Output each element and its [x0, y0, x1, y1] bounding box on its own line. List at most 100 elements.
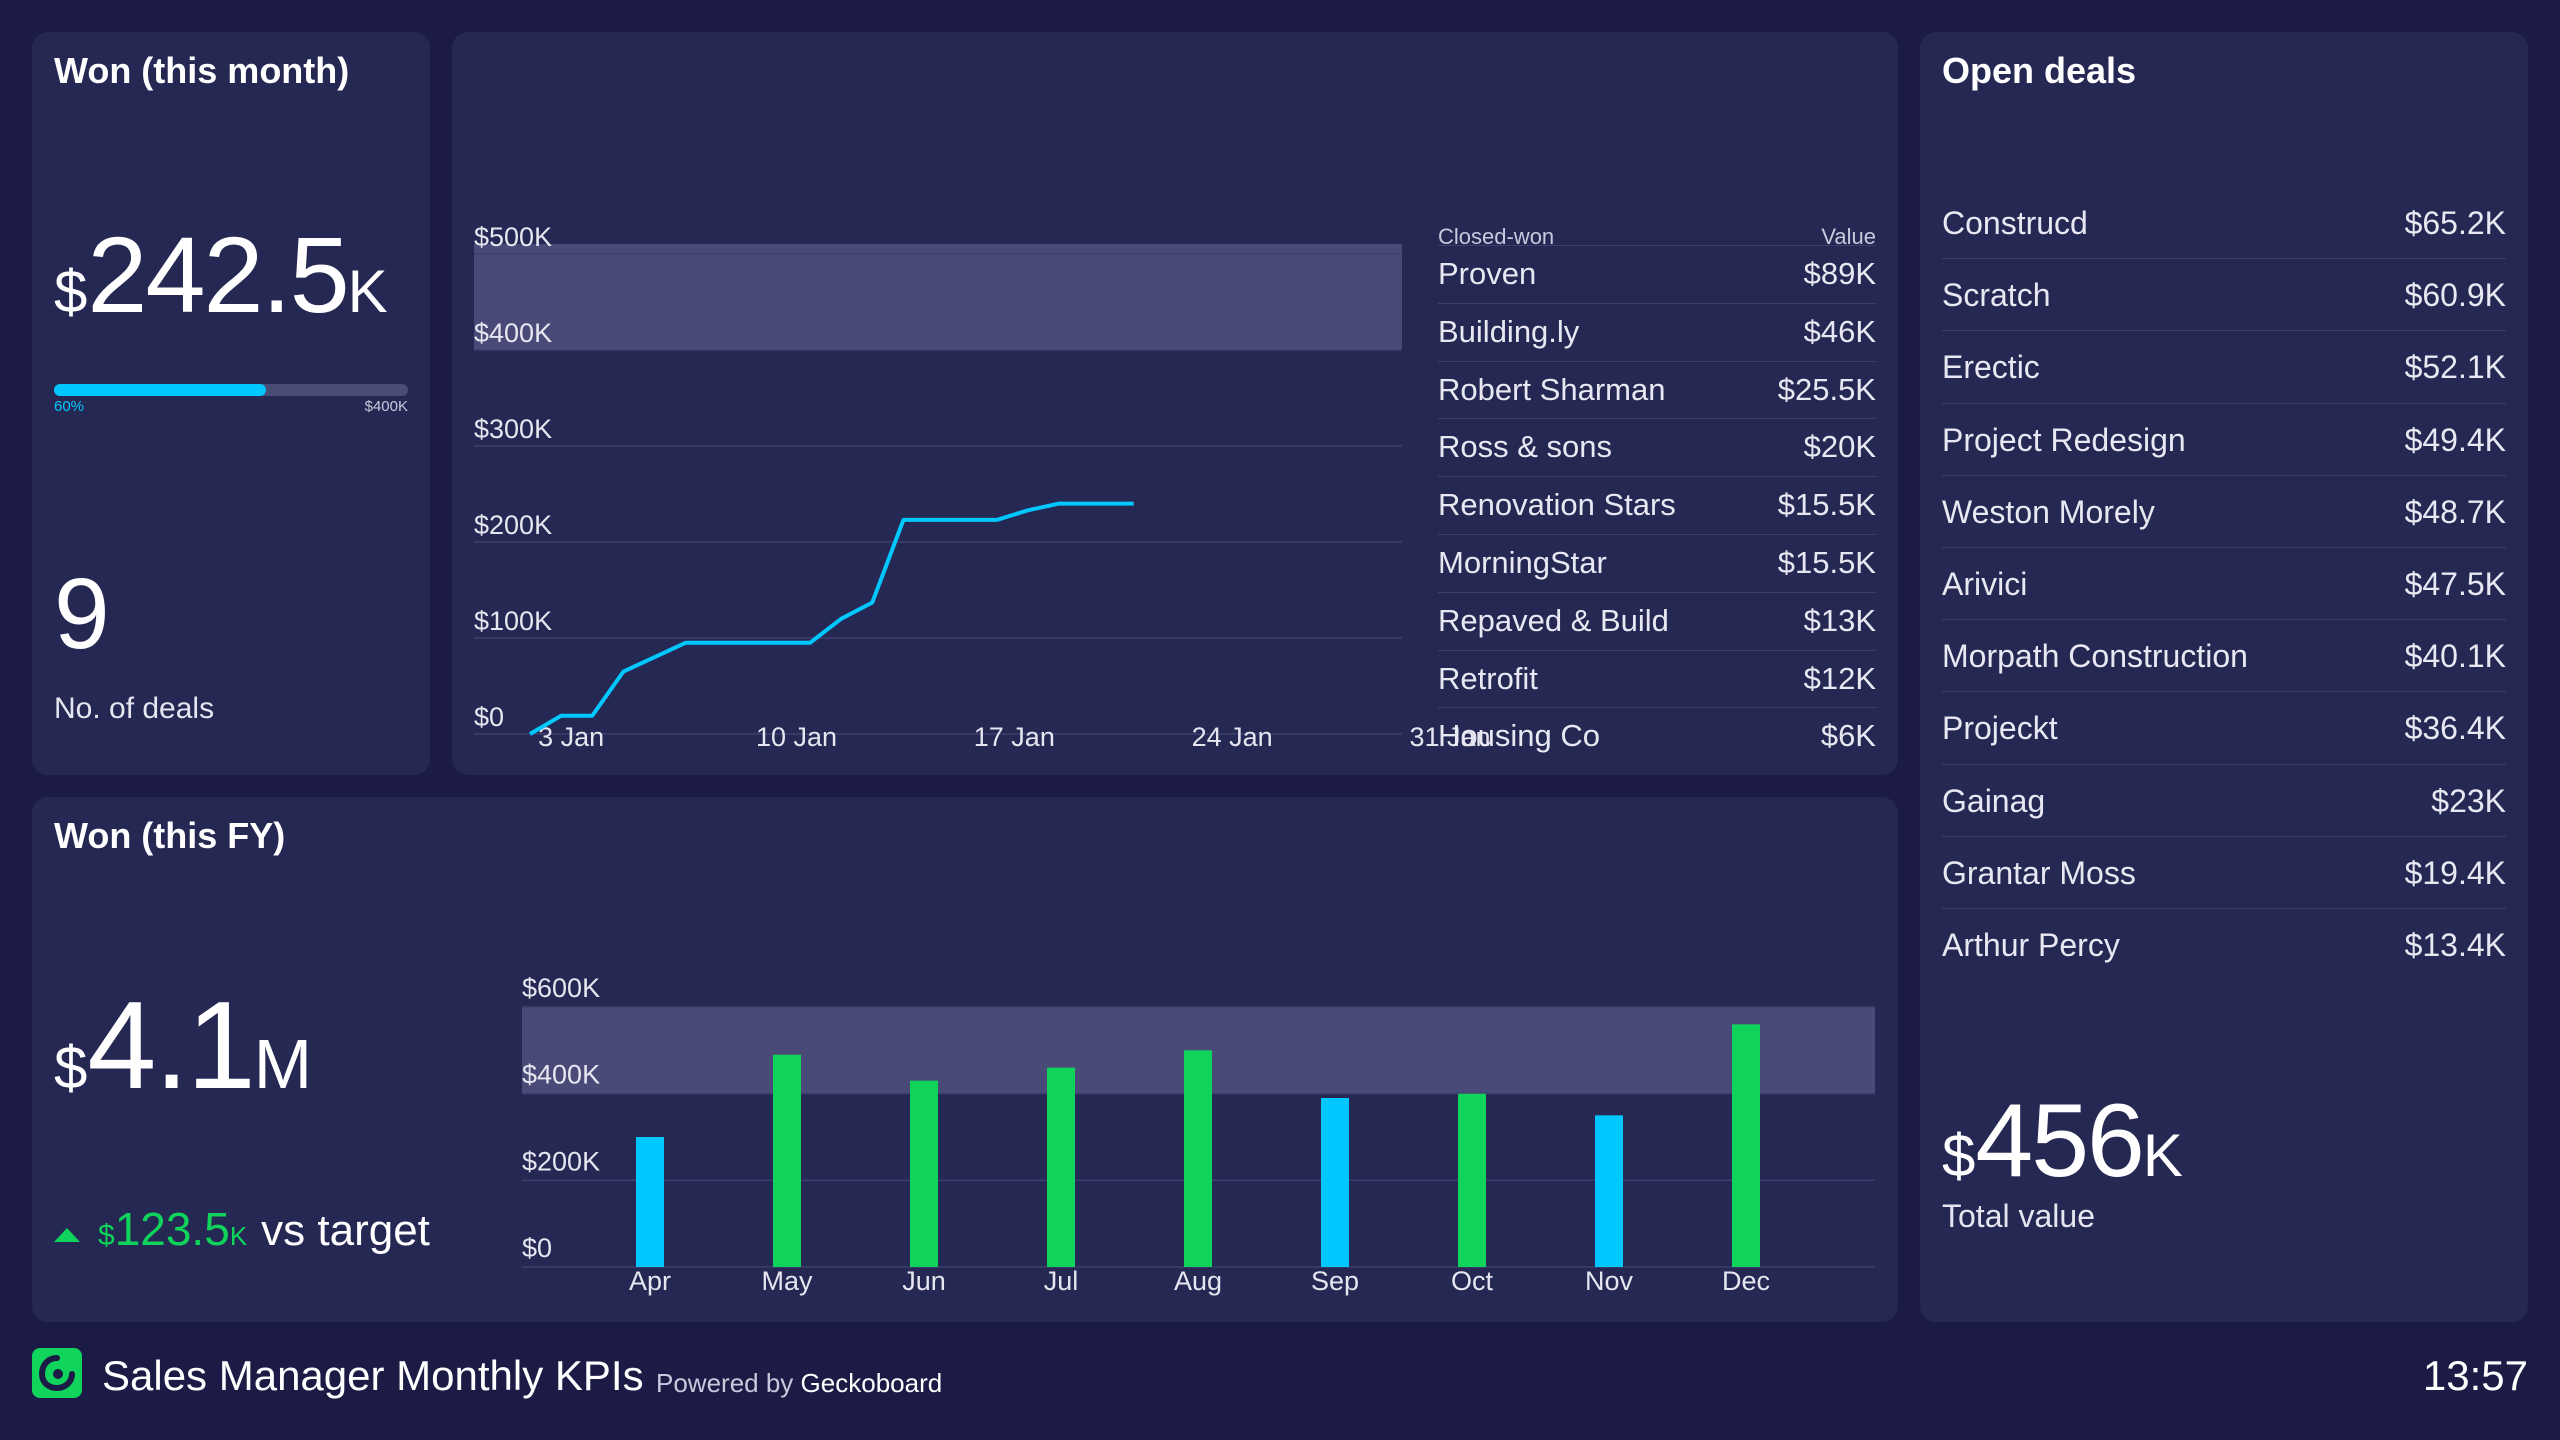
y-tick-label: $0 — [522, 1233, 552, 1263]
closed-won-line-chart: $500K $400K $300K $200K $100K $0 3 Jan 10 Jan 17… — [474, 222, 1491, 752]
open-deals-total: $456K — [1942, 1082, 2183, 1201]
clock: 13:57 — [2422, 1352, 2528, 1399]
bar-may — [773, 1054, 801, 1267]
x-tick-label: 17 Jan — [974, 722, 1055, 752]
open-deal-value: $60.9K — [2404, 277, 2506, 314]
open-deal-name: Projeckt — [1942, 710, 2058, 747]
won-fy-bar-chart: $600K $400K $200K $0 Apr May Jun Jul Aug Sep Oct No… — [522, 973, 1875, 1296]
open-deal-value: $23K — [2431, 782, 2506, 819]
closed-won-row: Repaved & Build $13K — [1438, 593, 1876, 651]
bar-jul — [1047, 1067, 1075, 1267]
vs-target: $123.5K vs target — [54, 1202, 430, 1256]
closed-won-row-name: Housing Co — [1438, 718, 1600, 754]
closed-won-row-name: Proven — [1438, 256, 1537, 291]
open-deal-row: Erectic $52.1K — [1942, 331, 2506, 404]
open-deals-total-number: 456 — [1975, 1083, 2145, 1199]
won-this-fy-panel: Won (this FY) $4.1M $123.5K vs target $60… — [32, 797, 1898, 1322]
closed-won-row-name: Retrofit — [1438, 660, 1538, 696]
open-deal-row: Weston Morely $48.7K — [1942, 476, 2506, 548]
open-deal-row: Construcd $65.2K — [1942, 187, 2506, 260]
won-fy-unit: M — [253, 1025, 313, 1103]
won-month-target-label: $400K — [364, 398, 408, 415]
powered-by-brand: Geckoboard — [800, 1368, 943, 1398]
open-deal-value: $52.1K — [2404, 349, 2506, 386]
dashboard-title: Sales Manager Monthly KPIs — [102, 1352, 644, 1399]
closed-won-header-name: Closed-won — [1438, 224, 1555, 249]
open-deal-name: Scratch — [1942, 277, 2051, 314]
closed-won-row-value: $6K — [1820, 718, 1876, 754]
y-tick-label: $0 — [474, 702, 504, 732]
open-deal-row: Grantar Moss $19.4K — [1942, 837, 2506, 909]
open-deal-name: Project Redesign — [1942, 421, 2186, 458]
closed-won-row-name: Repaved & Build — [1438, 602, 1669, 638]
closed-won-row: Proven $89K — [1438, 246, 1876, 304]
bar-dec — [1732, 1024, 1760, 1267]
won-fy-number: 4.1 — [87, 977, 255, 1115]
bar-jun — [910, 1080, 938, 1267]
closed-won-header-value: Value — [1821, 224, 1876, 249]
closed-won-row: Retrofit $12K — [1438, 651, 1876, 709]
geckoboard-logo-icon — [32, 1348, 82, 1398]
closed-won-chart-panel: $500K $400K $300K $200K $100K $0 3 Jan 10 Jan 17… — [452, 32, 1898, 775]
x-tick-label: 31 Jan — [1409, 722, 1490, 752]
y-tick-label: $200K — [522, 1146, 600, 1176]
won-month-currency: $ — [54, 258, 88, 325]
bar-oct — [1458, 1093, 1486, 1267]
up-arrow-icon — [54, 1227, 80, 1242]
deals-count: 9 — [54, 558, 110, 670]
open-deal-name: Erectic — [1942, 349, 2040, 386]
x-tick-label: Nov — [1585, 1266, 1634, 1296]
closed-won-row-name: Robert Sharman — [1438, 371, 1666, 407]
closed-won-row: Robert Sharman $25.5K — [1438, 362, 1876, 420]
open-deal-row: Arivici $47.5K — [1942, 548, 2506, 621]
won-month-number: 242.5 — [87, 214, 349, 335]
closed-won-row-name: Renovation Stars — [1438, 487, 1676, 523]
x-tick-label: Aug — [1174, 1266, 1222, 1296]
closed-won-row-value: $25.5K — [1777, 371, 1876, 407]
closed-won-row-value: $46K — [1803, 313, 1876, 349]
open-deal-value: $48.7K — [2404, 493, 2506, 530]
vs-target-label: vs target — [261, 1206, 430, 1255]
open-deal-name: Arivici — [1942, 565, 2028, 602]
x-tick-label: Dec — [1722, 1266, 1770, 1296]
open-deal-value: $49.4K — [2404, 421, 2506, 458]
closed-won-series-line — [528, 501, 1134, 736]
won-fy-title: Won (this FY) — [54, 815, 286, 856]
open-deal-row: Scratch $60.9K — [1942, 259, 2506, 332]
open-deals-panel: Open deals Construcd $65.2K Scratch $60.9K E… — [1920, 32, 2528, 1322]
won-month-progress-label: 60% — [54, 398, 85, 415]
x-tick-label: Jul — [1044, 1266, 1079, 1296]
powered-by-text: Powered by — [656, 1368, 794, 1398]
closed-won-table: Closed-won Value Proven $89K Building.ly $4… — [1438, 188, 1876, 766]
x-tick-label: May — [761, 1266, 813, 1296]
open-deal-value: $40.1K — [2404, 638, 2506, 675]
bar-nov — [1595, 1115, 1623, 1267]
open-deal-name: Grantar Moss — [1942, 854, 2136, 891]
won-month-unit: K — [347, 258, 388, 325]
y-tick-label: $300K — [474, 414, 552, 444]
y-tick-label: $500K — [474, 222, 552, 252]
open-deal-name: Weston Morely — [1942, 493, 2155, 530]
open-deal-name: Gainag — [1942, 782, 2046, 819]
closed-won-row: Building.ly $46K — [1438, 304, 1876, 362]
open-deal-value: $47.5K — [2404, 565, 2506, 602]
closed-won-row-value: $12K — [1803, 660, 1876, 696]
closed-won-row-name: Building.ly — [1438, 313, 1580, 349]
y-tick-label: $100K — [474, 606, 552, 636]
open-deals-list: Construcd $65.2K Scratch $60.9K Erectic $52.1… — [1942, 187, 2506, 981]
closed-won-row: Housing Co $6K — [1438, 708, 1876, 766]
x-tick-label: 3 Jan — [538, 722, 604, 752]
closed-won-row-value: $20K — [1803, 429, 1876, 465]
open-deal-value: $19.4K — [2404, 854, 2506, 891]
won-fy-value: $4.1M — [54, 975, 312, 1117]
open-deal-value: $65.2K — [2404, 205, 2506, 241]
deals-label: No. of deals — [54, 692, 215, 725]
closed-won-row: Ross & sons $20K — [1438, 419, 1876, 478]
won-fy-currency: $ — [54, 1034, 88, 1101]
open-deals-total-label: Total value — [1942, 1198, 2095, 1234]
open-deal-row: Projeckt $36.4K — [1942, 692, 2506, 765]
x-tick-label: 24 Jan — [1192, 722, 1273, 752]
open-deal-row: Gainag $23K — [1942, 765, 2506, 837]
closed-won-row-value: $89K — [1803, 256, 1876, 291]
open-deal-row: Project Redesign $49.4K — [1942, 404, 2506, 476]
